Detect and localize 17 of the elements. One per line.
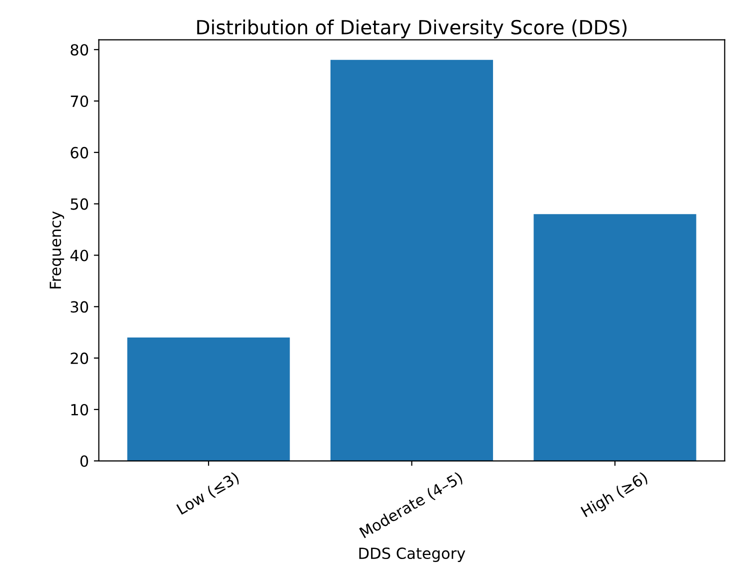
bar xyxy=(534,214,696,461)
y-tick-label: 0 xyxy=(80,455,88,467)
bar xyxy=(127,338,290,461)
bar xyxy=(330,60,494,461)
y-tick-label: 80 xyxy=(70,44,88,56)
y-tick-label: 40 xyxy=(70,250,88,262)
x-axis-title: DDS Category xyxy=(359,548,466,562)
chart-title: Distribution of Dietary Diversity Score (DDS) xyxy=(197,20,627,38)
y-tick-label: 50 xyxy=(70,198,88,210)
y-axis-title: Frequency xyxy=(50,211,64,288)
x-tick-label: High (≥6) xyxy=(580,471,650,520)
y-tick-label: 10 xyxy=(71,404,88,416)
y-tick-label: 70 xyxy=(70,95,88,108)
y-tick-label: 60 xyxy=(70,146,88,158)
x-tick-label: Low (≤3) xyxy=(176,471,241,516)
y-tick-label: 30 xyxy=(70,301,88,313)
y-tick-label: 20 xyxy=(70,352,88,364)
